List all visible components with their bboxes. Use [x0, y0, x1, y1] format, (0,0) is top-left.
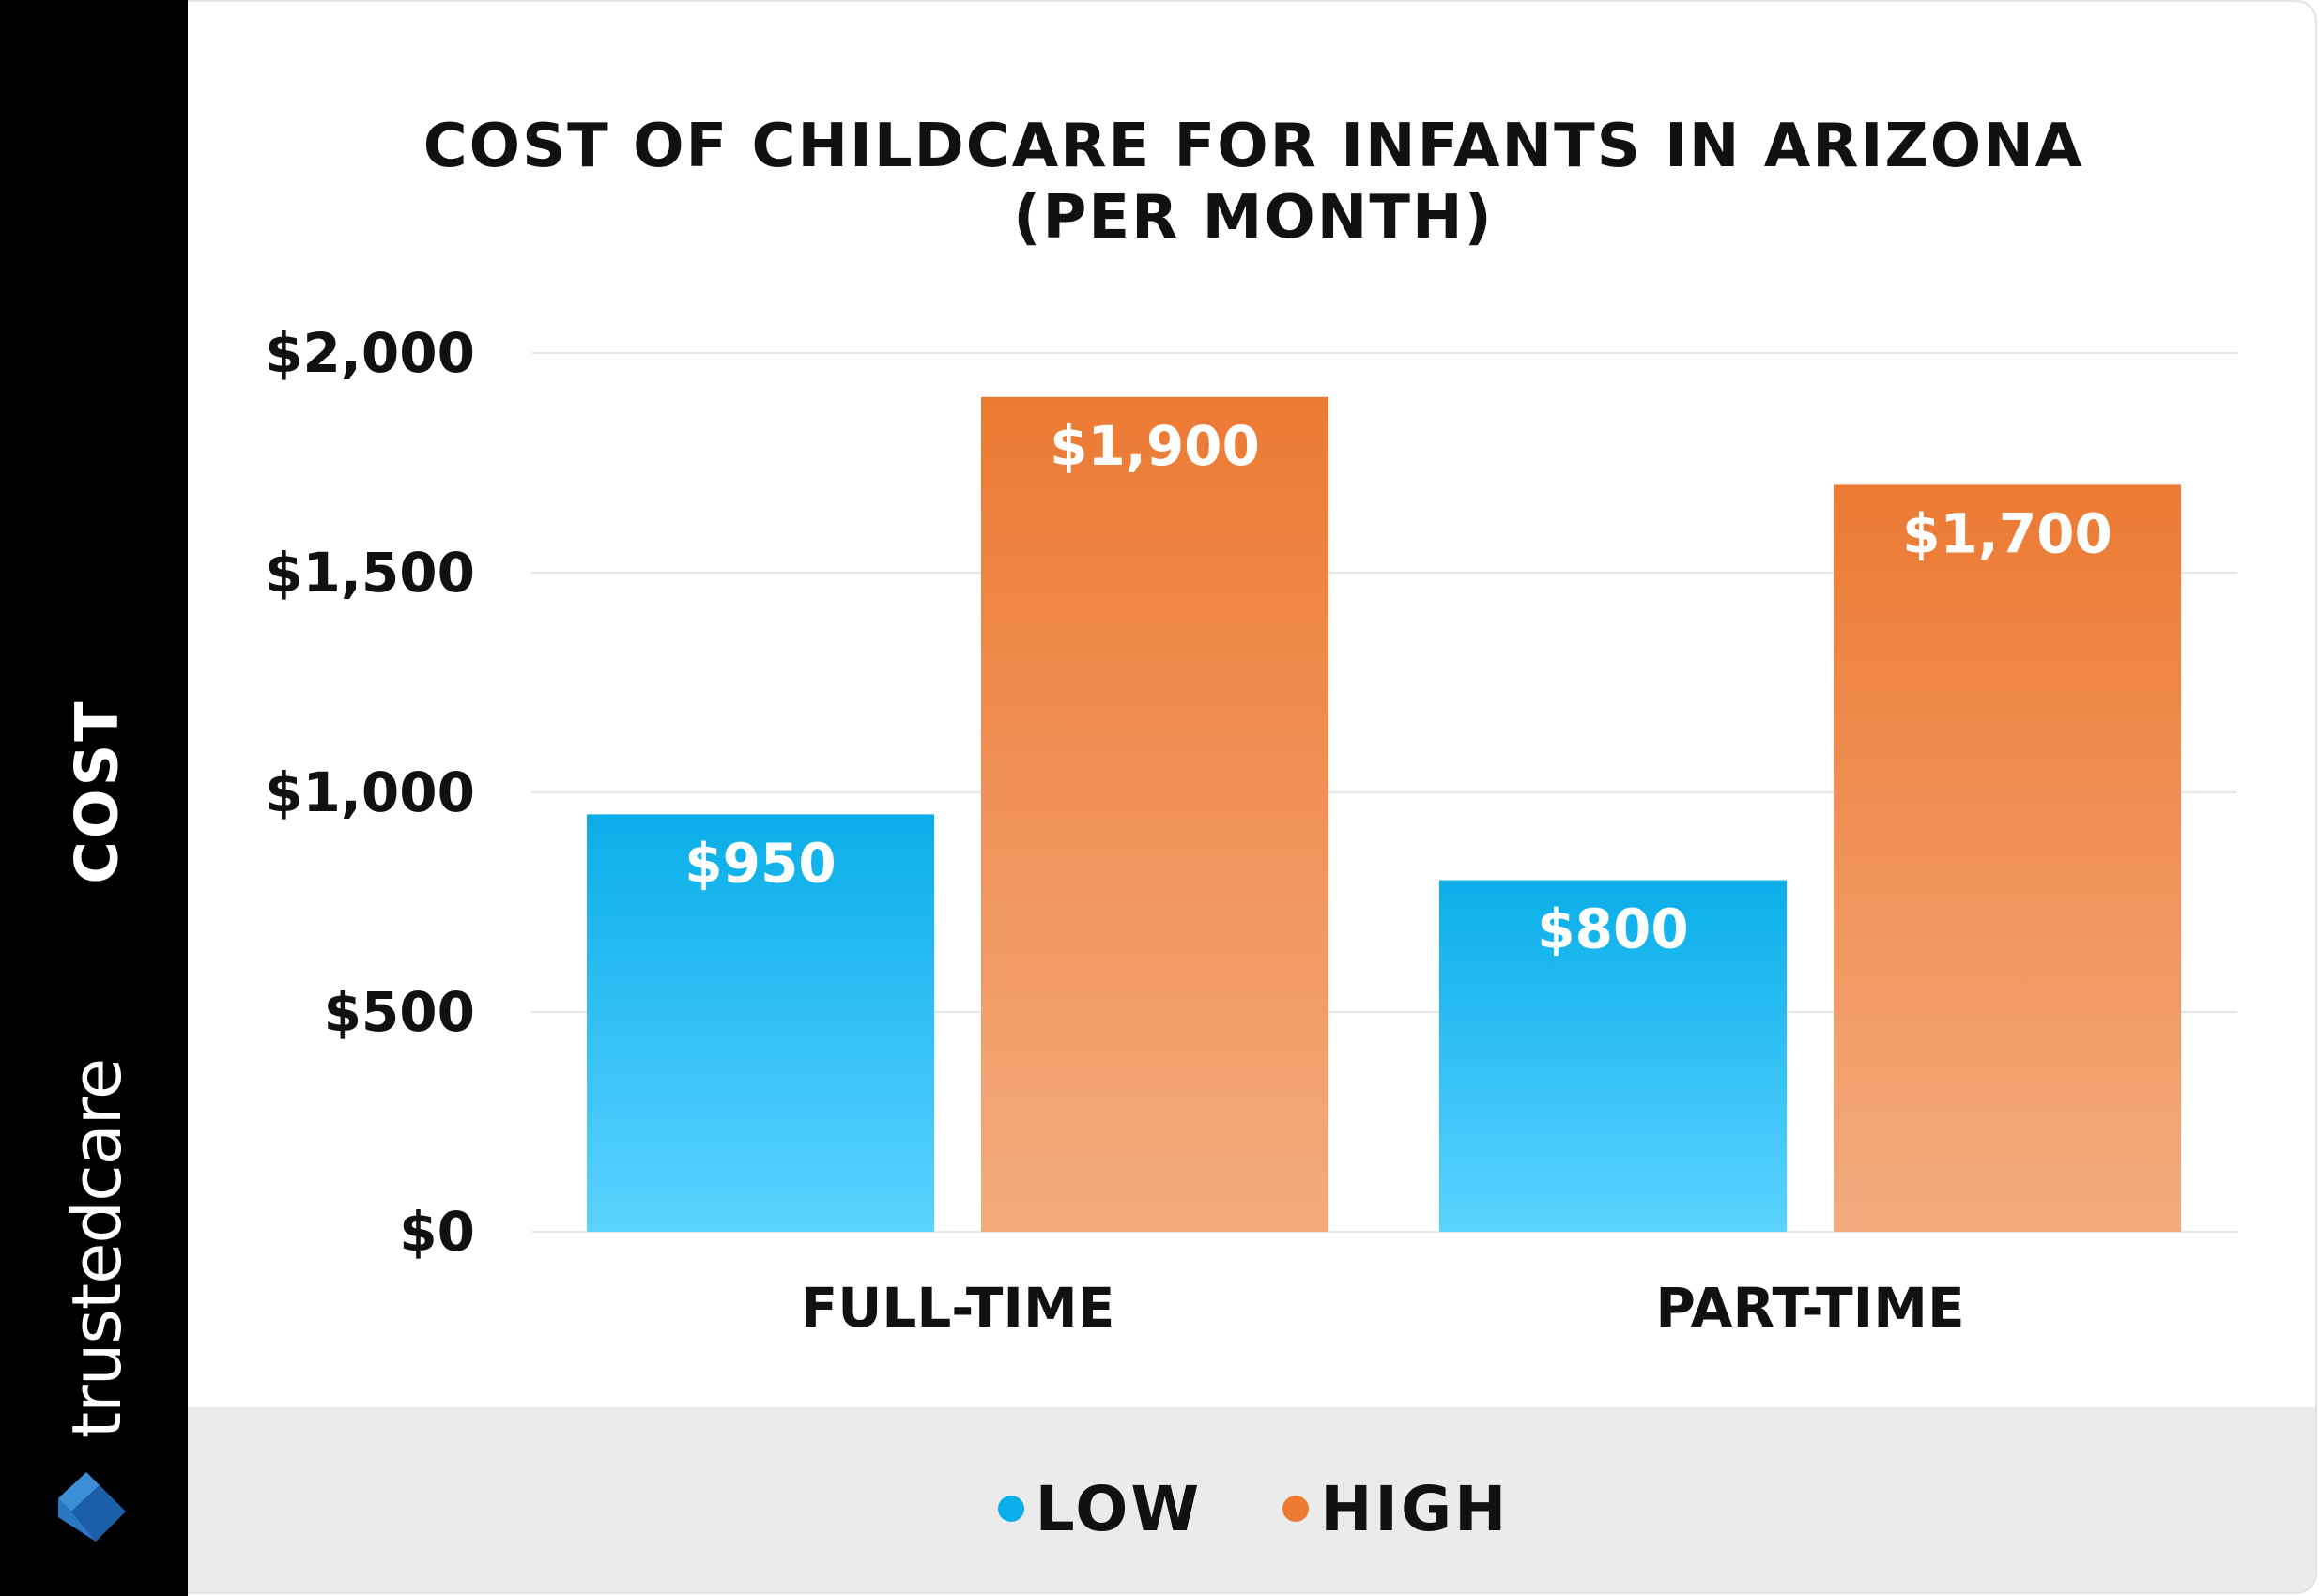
chart-title: COST OF CHILDCARE FOR INFANTS IN ARIZONA…: [188, 111, 2319, 253]
bars: $950 $1,900 $800 $1,700: [587, 396, 2181, 1232]
sidebar: COST trustedcare: [0, 0, 188, 1596]
y-tick-label: $1,500: [265, 541, 475, 605]
bar-value-label: $1,700: [1902, 501, 2112, 565]
bar-high-full-time: [981, 396, 1328, 1232]
bar-value-label: $950: [684, 831, 836, 895]
x-category-label: PART-TIME: [1655, 1276, 1964, 1340]
bar-low-full-time: [587, 814, 934, 1232]
y-tick-label: $0: [399, 1200, 475, 1264]
y-tick-label: $2,000: [265, 321, 475, 385]
y-tick-label: $500: [324, 980, 475, 1044]
legend-high-label: HIGH: [1320, 1472, 1510, 1545]
x-axis-categories: FULL-TIME PART-TIME: [801, 1276, 1965, 1340]
legend-low-dot-icon: [997, 1496, 1024, 1522]
y-axis-ticks: $0 $500 $1,000 $1,500 $2,000: [265, 321, 475, 1264]
legend-low-label: LOW: [1035, 1472, 1203, 1545]
chart-title-line: COST OF CHILDCARE FOR INFANTS IN ARIZONA: [422, 112, 2084, 181]
x-category-label: FULL-TIME: [801, 1276, 1115, 1340]
brand-logo-icon: [58, 1472, 126, 1542]
chart-subtitle: (PER MONTH): [1013, 183, 1494, 253]
bar-high-part-time: [1834, 484, 2181, 1232]
legend-item-high: HIGH: [1282, 1473, 1509, 1545]
legend-high-dot-icon: [1282, 1496, 1310, 1522]
legend: LOW HIGH: [188, 1465, 2319, 1545]
legend-band: [188, 1407, 2315, 1592]
bar-value-label: $800: [1537, 898, 1688, 961]
y-tick-label: $1,000: [265, 760, 475, 824]
bar-value-label: $1,900: [1050, 414, 1260, 478]
legend-item-low: LOW: [997, 1472, 1203, 1545]
bar-low-part-time: [1439, 880, 1787, 1232]
